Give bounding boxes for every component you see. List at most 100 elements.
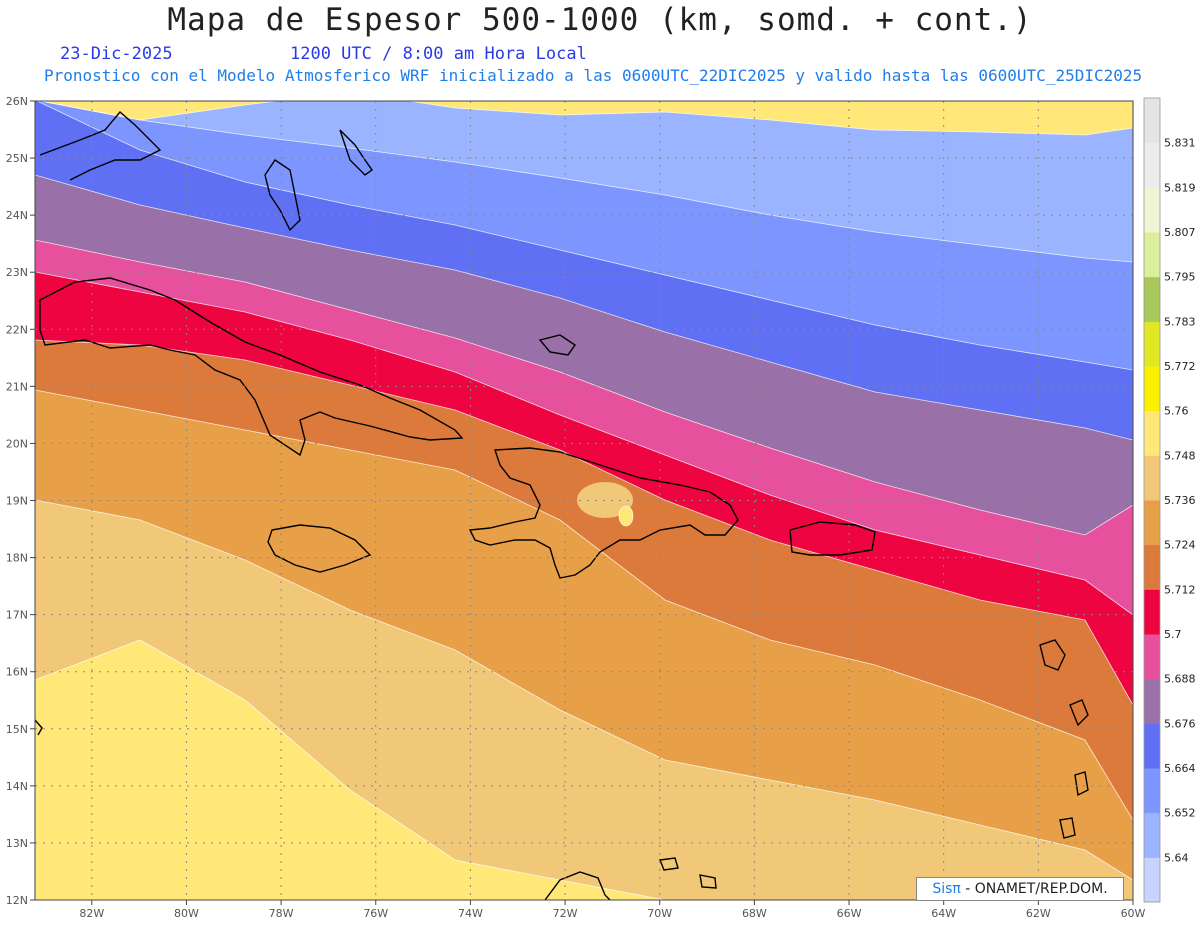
coastline-puerto-rico	[789, 521, 876, 556]
legend-swatch	[1144, 276, 1160, 322]
lat-label: 26N	[6, 95, 28, 108]
legend-swatch	[1144, 410, 1160, 456]
thickness-band	[35, 640, 665, 900]
lon-label: 72W	[553, 907, 578, 920]
legend-label: 5.664	[1164, 762, 1196, 775]
coastline-andros	[264, 159, 301, 232]
legend-swatch	[1144, 678, 1160, 724]
legend-swatch	[1144, 812, 1160, 858]
coastline-hispaniola	[468, 447, 739, 579]
forecast-time: 1200 UTC / 8:00 am Hora Local	[290, 44, 587, 64]
lon-label: 64W	[931, 907, 956, 920]
coastline-lesser-antilles-4	[1059, 817, 1076, 839]
lat-label: 17N	[6, 609, 28, 622]
legend-swatch	[1144, 98, 1160, 144]
lon-label: 60W	[1121, 907, 1146, 920]
contour-line	[36, 101, 1133, 371]
lon-label: 70W	[647, 907, 672, 920]
lat-label: 18N	[6, 552, 28, 565]
lat-label: 24N	[6, 209, 28, 222]
coastline-turks-caicos	[538, 334, 576, 356]
legend-label: 5.736	[1164, 494, 1196, 507]
legend-swatch	[1144, 723, 1160, 769]
legend-label: 5.807	[1164, 226, 1196, 239]
map-title: Mapa de Espesor 500-1000 (km, somd. + co…	[167, 2, 1033, 38]
legend-label: 5.795	[1164, 271, 1196, 284]
lon-label: 78W	[269, 907, 294, 920]
lat-label: 21N	[6, 380, 28, 393]
lat-label: 16N	[6, 666, 28, 679]
contour-line	[35, 639, 674, 900]
forecast-date: 23-Dic-2025	[60, 44, 173, 64]
lon-label: 80W	[174, 907, 199, 920]
contour-line	[38, 101, 1133, 136]
lat-label: 14N	[6, 780, 28, 793]
lon-label: 62W	[1026, 907, 1051, 920]
legend-swatch	[1144, 455, 1160, 501]
coastline-south-america	[544, 871, 611, 900]
legend-swatch	[1144, 634, 1160, 680]
lat-label: 22N	[6, 323, 28, 336]
lat-label: 23N	[6, 266, 28, 279]
legend-swatch	[1144, 500, 1160, 546]
contour-line	[38, 101, 1133, 263]
lat-label: 25N	[6, 152, 28, 165]
legend-label: 5.748	[1164, 449, 1196, 462]
contour-line	[35, 271, 1133, 616]
legend-label: 5.652	[1164, 807, 1196, 820]
legend-label: 5.76	[1164, 405, 1189, 418]
coastline-florida-keys	[39, 111, 162, 181]
latitude-axis: 26N 25N 24N 23N 22N 21N 20N 19N 18N 17N 16N 15N 14N 1…	[6, 95, 35, 907]
coastline-curacao	[659, 857, 679, 871]
lat-label: 13N	[6, 837, 28, 850]
highland-contour	[618, 505, 634, 527]
model-description: Pronostico con el Modelo Atmosferico WRF…	[44, 66, 1143, 85]
lon-label: 66W	[837, 907, 862, 920]
legend-frame	[1143, 97, 1161, 903]
legend-swatch	[1144, 589, 1160, 635]
legend-label: 5.676	[1164, 717, 1196, 730]
coastline-lesser-antilles-3	[1074, 771, 1089, 797]
lon-label: 68W	[742, 907, 767, 920]
legend-swatch	[1144, 857, 1160, 903]
coastline-central-america	[35, 719, 43, 736]
legend-swatch	[1144, 768, 1160, 814]
coastline-eleuthera	[339, 129, 373, 176]
coastline-lesser-antilles-2	[1069, 699, 1089, 727]
contour-line	[35, 239, 1133, 536]
legend-swatch	[1144, 321, 1160, 367]
lat-label: 20N	[6, 437, 28, 450]
legend-label: 5.724	[1164, 539, 1196, 552]
color-scale-legend: 5.64 5.652 5.664 5.676 5.688 5.7 5.712 5.724 5.7…	[1143, 97, 1196, 903]
legend-swatch	[1144, 187, 1160, 233]
legend-label: 5.712	[1164, 583, 1196, 596]
contour-line	[35, 389, 1133, 821]
legend-label: 5.772	[1164, 360, 1196, 373]
coastline-cuba	[39, 277, 464, 457]
contour-line	[35, 499, 1133, 881]
legend-label: 5.64	[1164, 851, 1189, 864]
lat-label: 12N	[6, 894, 28, 907]
credit-box: Sisπ - ONAMET/REP.DOM.	[916, 877, 1124, 901]
thickness-bands	[35, 101, 1133, 900]
legend-swatch	[1144, 232, 1160, 278]
coastline-lesser-antilles-1	[1039, 639, 1066, 671]
legend-swatch	[1144, 366, 1160, 412]
legend-swatch	[1144, 142, 1160, 188]
legend-label: 5.783	[1164, 315, 1196, 328]
lon-label: 76W	[363, 907, 388, 920]
coastline-aruba	[699, 874, 717, 889]
legend-label: 5.688	[1164, 673, 1196, 686]
contour-line	[35, 174, 1133, 441]
grid-lines	[35, 101, 1133, 900]
legend-label: 5.819	[1164, 181, 1196, 194]
lat-label: 15N	[6, 723, 28, 736]
lat-label: 19N	[6, 495, 28, 508]
lon-label: 74W	[458, 907, 483, 920]
legend-swatch	[1144, 544, 1160, 590]
coastlines	[35, 111, 1089, 900]
credit-org: - ONAMET/REP.DOM.	[965, 881, 1108, 897]
contour-line	[35, 339, 1133, 706]
longitude-axis: 82W 80W 78W 76W 74W 72W 70W 68W 66W 64W 62W 60W	[79, 900, 1146, 920]
